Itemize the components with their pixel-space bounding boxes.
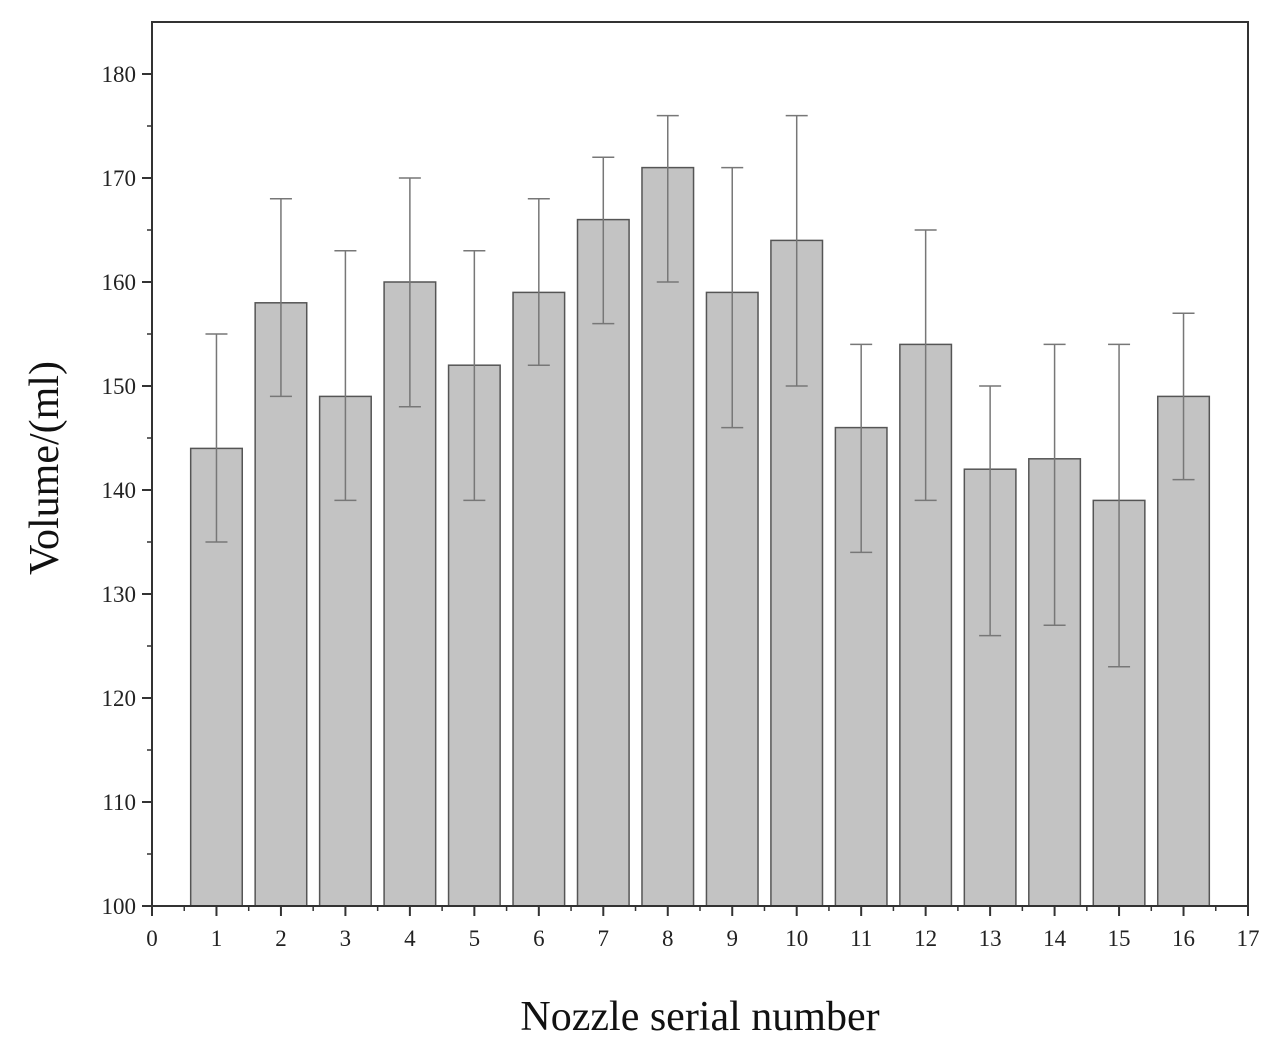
y-tick-label: 120 [102,686,137,711]
x-tick-label: 2 [275,926,287,951]
error-bar-8 [656,114,679,283]
error-bar-14 [1043,343,1066,626]
x-tick-label: 10 [785,926,808,951]
y-tick-label: 110 [102,790,136,815]
x-tick-label: 8 [662,926,674,951]
error-bar-2 [269,198,292,398]
error-bar-1 [205,333,228,543]
x-tick-label: 6 [533,926,545,951]
error-bar-4 [398,177,421,408]
x-tick-label: 14 [1043,926,1067,951]
x-tick-label: 5 [469,926,481,951]
x-tick-label: 9 [726,926,738,951]
x-tick-label: 3 [340,926,352,951]
y-tick-label: 160 [102,270,137,295]
y-tick-label: 150 [102,374,137,399]
error-bar-16 [1172,312,1195,481]
y-axis-ticks: 100 110 120 130 140 150 160 170 180 [102,62,152,919]
x-axis-title: Nozzle serial number [520,994,879,1040]
error-bar-10 [785,114,808,387]
error-bar-12 [914,229,937,502]
x-axis-ticks: 0 1 2 3 4 5 6 7 8 9 10 11 12 13 14 15 16 17 [146,906,1260,951]
error-bar-13 [979,385,1002,637]
error-bar-11 [850,343,873,554]
x-tick-label: 15 [1108,926,1131,951]
x-tick-label: 7 [598,926,610,951]
x-tick-label: 12 [914,926,937,951]
y-tick-label: 130 [102,582,137,607]
error-bar-3 [334,250,357,502]
x-tick-label: 16 [1172,926,1195,951]
error-bar-6 [527,198,550,366]
x-tick-label: 1 [211,926,223,951]
y-tick-label: 100 [102,894,137,919]
x-tick-label: 4 [404,926,416,951]
bar-7 [576,218,630,907]
bar-8 [641,166,695,907]
error-bar-15 [1108,343,1131,668]
x-tick-label: 17 [1237,926,1260,951]
bar-6 [512,291,566,907]
bar-16 [1156,395,1211,907]
y-tick-label: 140 [102,478,137,503]
y-tick-label: 180 [102,62,137,87]
error-bar-5 [463,250,486,502]
x-tick-label: 11 [850,926,872,951]
error-bar-7 [592,156,615,325]
x-tick-label: 13 [979,926,1002,951]
y-axis-title: Volume/(ml) [22,361,68,575]
error-bar-9 [721,166,744,429]
y-tick-label: 170 [102,166,137,191]
error-bars-group [205,114,1195,668]
x-tick-label: 0 [146,926,158,951]
